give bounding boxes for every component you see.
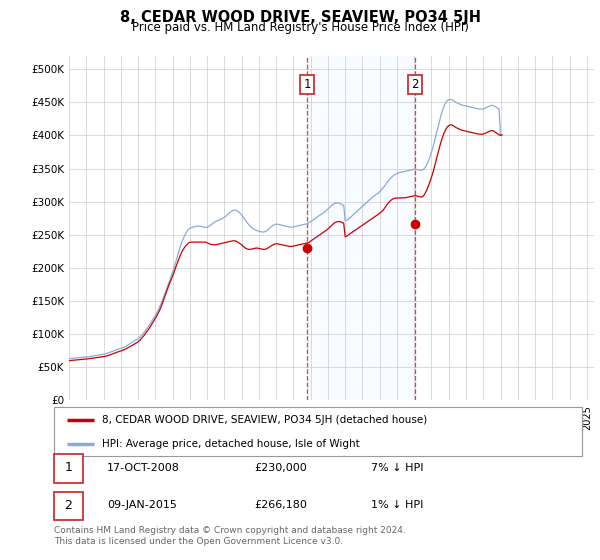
- Text: 17-OCT-2008: 17-OCT-2008: [107, 463, 179, 473]
- Text: 7% ↓ HPI: 7% ↓ HPI: [371, 463, 424, 473]
- Text: 09-JAN-2015: 09-JAN-2015: [107, 500, 176, 510]
- Bar: [307, 56, 415, 400]
- Bar: [54, 492, 83, 520]
- Text: Price paid vs. HM Land Registry's House Price Index (HPI): Price paid vs. HM Land Registry's House …: [131, 21, 469, 34]
- Text: HPI: Average price, detached house, Isle of Wight: HPI: Average price, detached house, Isle…: [101, 439, 359, 449]
- Text: 8, CEDAR WOOD DRIVE, SEAVIEW, PO34 5JH (detached house): 8, CEDAR WOOD DRIVE, SEAVIEW, PO34 5JH (…: [101, 416, 427, 426]
- Text: 8, CEDAR WOOD DRIVE, SEAVIEW, PO34 5JH: 8, CEDAR WOOD DRIVE, SEAVIEW, PO34 5JH: [119, 10, 481, 25]
- Text: Contains HM Land Registry data © Crown copyright and database right 2024.
This d: Contains HM Land Registry data © Crown c…: [54, 526, 406, 546]
- Text: £266,180: £266,180: [254, 500, 308, 510]
- Text: 2: 2: [411, 78, 418, 91]
- Text: 1: 1: [64, 461, 72, 474]
- Text: £230,000: £230,000: [254, 463, 307, 473]
- Text: 2: 2: [64, 498, 72, 511]
- Text: 1: 1: [304, 78, 311, 91]
- Text: 1% ↓ HPI: 1% ↓ HPI: [371, 500, 423, 510]
- Bar: [54, 454, 83, 483]
